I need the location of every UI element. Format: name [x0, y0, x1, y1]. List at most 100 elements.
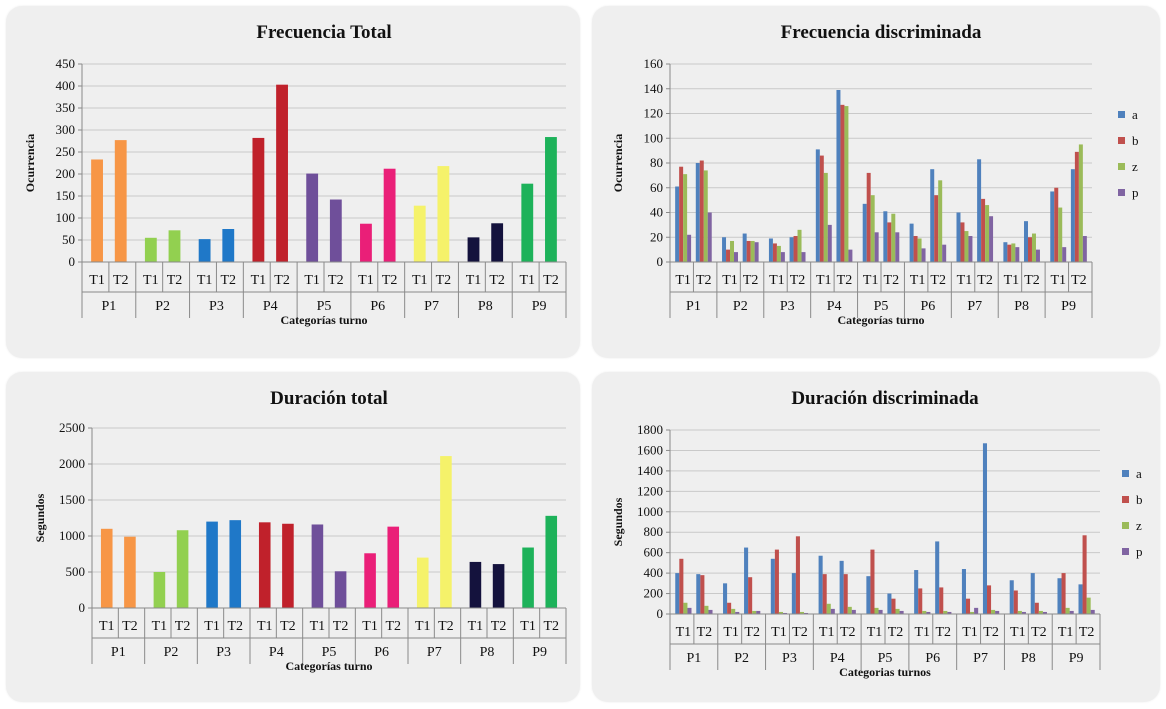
x-subcategory-label: T2 [837, 273, 853, 288]
bar-P3-T1 [206, 521, 218, 608]
bar-a-P1-T1 [675, 573, 680, 614]
y-tick-label: 0 [79, 600, 86, 615]
x-subcategory-label: T2 [936, 625, 952, 640]
bar-P2-T1 [153, 572, 166, 608]
bar-a-P3-T2 [791, 573, 796, 614]
x-group-label: P3 [780, 299, 795, 314]
x-group-label: P4 [827, 299, 842, 314]
x-subcategory-label: T2 [175, 619, 191, 634]
bar-P6-T1 [364, 553, 376, 608]
panel-duracion-total: Duración total 0 500 1000 1500 2000 2500 Segund… [6, 372, 580, 702]
x-subcategory-label: T2 [122, 619, 138, 634]
legend-swatch-a [1122, 470, 1129, 477]
x-group-label: P7 [427, 645, 442, 660]
bar-p-P1-T2 [708, 609, 713, 614]
bar-p-P1-T1 [687, 607, 692, 614]
bar-P7-T2 [440, 456, 452, 608]
bar-a-P5-T2 [887, 593, 892, 614]
x-subcategory-label: T1 [358, 273, 374, 288]
bar-z-P8-T1 [1011, 243, 1016, 262]
bar-P2-T2 [168, 230, 181, 262]
x-subcategory-label: T1 [867, 625, 883, 640]
bar-z-P8-T1 [1017, 610, 1022, 614]
bar-b-P4-T1 [819, 155, 824, 262]
bar-p-P6-T2 [947, 611, 952, 614]
bar-b-P7-T1 [965, 598, 971, 614]
x-group-label: P5 [874, 299, 889, 314]
y-tick-label: 100 [644, 130, 664, 145]
legend-label-p: p [1132, 185, 1139, 200]
x-group-label: P1 [686, 651, 701, 666]
bar-z-P5-T1 [870, 195, 875, 262]
x-group-label: P6 [374, 645, 389, 660]
x-subcategory-label: T2 [333, 619, 349, 634]
x-group-label: P3 [209, 299, 224, 314]
bar-b-P3-T2 [793, 236, 798, 262]
x-subcategory-label: T1 [412, 273, 428, 288]
y-tick-label: 150 [56, 188, 76, 203]
bar-p-P5-T2 [899, 610, 904, 614]
x-group-label: P7 [973, 651, 988, 666]
x-subcategory-label: T2 [840, 625, 856, 640]
legend-swatch-z [1118, 163, 1125, 170]
legend-label-z: z [1136, 518, 1142, 533]
x-group-label: P6 [920, 299, 935, 314]
bar-z-P7-T2 [985, 205, 990, 262]
x-subcategory-label: T1 [466, 273, 482, 288]
x-group-label: P1 [101, 299, 116, 314]
bar-z-P4-T2 [847, 606, 852, 614]
x-subcategory-label: T1 [676, 625, 692, 640]
y-axis-label: Ocurrencia [611, 134, 625, 192]
bar-z-P5-T1 [874, 607, 879, 614]
bar-z-P6-T1 [917, 238, 922, 262]
x-subcategory-label: T1 [251, 273, 267, 288]
bar-P5-T2 [334, 571, 347, 608]
legend-swatch-b [1122, 496, 1129, 503]
legend-label-z: z [1132, 159, 1138, 174]
bar-P5-T1 [311, 524, 324, 608]
y-axis-label: Ocurrencia [23, 134, 37, 192]
chart-frecuencia-total: Frecuencia Total 0 50 100 150 200 250 300 350 400… [23, 22, 567, 327]
x-subcategory-label: T1 [197, 273, 213, 288]
bar-P1-T1 [91, 159, 103, 262]
bar-b-P6-T2 [939, 587, 944, 614]
y-tick-label: 1200 [637, 483, 663, 498]
bar-a-P3-T1 [770, 558, 775, 614]
bar-z-P4-T1 [826, 603, 831, 614]
bar-p-P7-T2 [995, 610, 1000, 614]
y-tick-label: 800 [644, 524, 664, 539]
bar-p-P6-T1 [921, 248, 926, 262]
bar-a-P9-T2 [1078, 584, 1083, 614]
x-subcategory-label: T1 [914, 625, 930, 640]
bar-b-P2-T2 [746, 240, 751, 262]
bar-a-P2-T1 [723, 583, 728, 614]
x-subcategory-label: T2 [790, 273, 806, 288]
bar-b-P5-T1 [866, 172, 871, 262]
bar-a-P2-T1 [722, 237, 727, 262]
x-group-label: P1 [686, 299, 701, 314]
bar-p-P4-T2 [851, 609, 856, 614]
x-subcategory-label: T2 [328, 273, 344, 288]
bar-P8-T2 [491, 223, 504, 262]
x-group-label: P5 [322, 645, 337, 660]
bar-a-P5-T1 [862, 203, 867, 262]
x-subcategory-label: T1 [962, 625, 978, 640]
bar-P4-T2 [276, 84, 288, 263]
bar-b-P9-T2 [1082, 535, 1087, 614]
bar-p-P4-T1 [830, 608, 835, 614]
x-subcategory-label: T1 [468, 619, 484, 634]
legend-label-p: p [1136, 544, 1143, 559]
x-subcategory-label: T1 [99, 619, 115, 634]
y-tick-label: 1000 [637, 504, 663, 519]
x-subcategory-label: T2 [1024, 273, 1040, 288]
bar-P3-T1 [198, 239, 211, 262]
bar-a-P7-T2 [982, 443, 988, 614]
bar-z-P8-T2 [1038, 610, 1043, 614]
chart-frecuencia-discriminada: Frecuencia discriminada 0 20 40 60 80 100 120 14… [611, 22, 1139, 327]
y-tick-label: 100 [56, 210, 76, 225]
bar-b-P5-T2 [887, 222, 892, 262]
x-subcategory-label: T1 [769, 273, 785, 288]
bar-b-P7-T1 [960, 222, 965, 262]
x-subcategory-label: T2 [888, 625, 904, 640]
x-subcategory-label: T1 [519, 273, 535, 288]
